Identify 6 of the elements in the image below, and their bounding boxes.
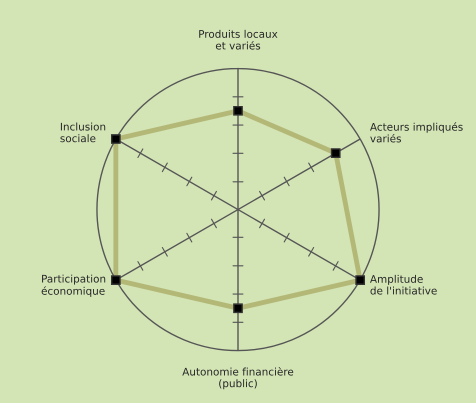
spoke-label: Autonomie financière (public) <box>182 367 294 390</box>
spoke-label: Participation économique <box>42 274 106 297</box>
spoke-label: Inclusion sociale <box>60 122 106 142</box>
spoke-label: Acteurs impliqués variés <box>370 122 463 142</box>
spoke-label: Produits locaux et variés <box>199 30 278 50</box>
spoke-label: Amplitude de l'initiative <box>370 274 437 295</box>
